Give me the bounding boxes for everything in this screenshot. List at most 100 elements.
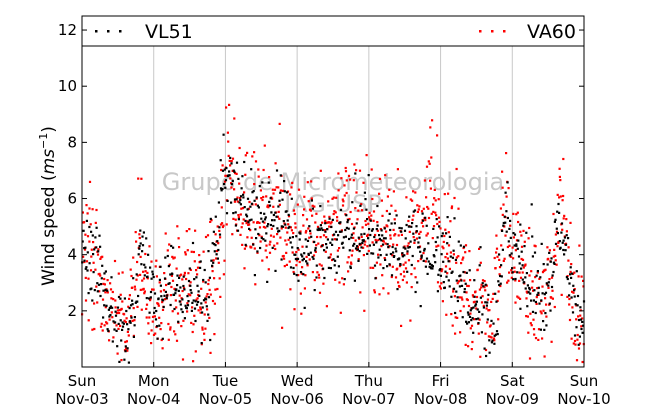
point-va60 — [457, 207, 460, 210]
point-vl51 — [243, 206, 246, 209]
point-va60 — [283, 257, 286, 260]
point-va60 — [154, 265, 157, 268]
point-vl51 — [425, 224, 428, 227]
point-va60 — [291, 251, 294, 254]
point-vl51 — [150, 277, 153, 280]
point-vl51 — [268, 200, 271, 203]
point-va60 — [470, 348, 473, 351]
point-va60 — [238, 146, 241, 150]
point-vl51 — [108, 306, 111, 310]
point-va60 — [149, 299, 152, 302]
point-vl51 — [342, 246, 345, 249]
point-vl51 — [240, 187, 243, 190]
point-va60 — [250, 246, 253, 249]
point-va60 — [498, 258, 501, 261]
point-vl51 — [393, 222, 396, 225]
point-vl51 — [82, 229, 85, 232]
point-vl51 — [431, 267, 434, 270]
point-vl51 — [443, 286, 446, 289]
point-va60 — [178, 294, 181, 297]
point-vl51 — [210, 259, 213, 262]
point-va60 — [329, 253, 332, 256]
point-vl51 — [299, 271, 303, 274]
point-vl51 — [400, 227, 403, 230]
point-vl51 — [479, 246, 482, 249]
point-va60 — [450, 207, 453, 210]
point-vl51 — [571, 272, 574, 275]
point-va60 — [350, 254, 353, 257]
point-va60 — [540, 312, 543, 315]
point-vl51 — [459, 274, 462, 277]
point-va60 — [534, 276, 537, 279]
point-va60 — [358, 169, 362, 172]
point-vl51 — [155, 309, 158, 313]
point-va60 — [167, 338, 170, 341]
point-vl51 — [447, 260, 450, 263]
point-va60 — [416, 210, 419, 213]
point-va60 — [452, 290, 455, 293]
point-va60 — [571, 290, 574, 293]
point-va60 — [567, 259, 570, 262]
point-vl51 — [517, 255, 521, 258]
point-vl51 — [425, 257, 429, 260]
point-vl51 — [245, 213, 248, 216]
point-vl51 — [185, 307, 188, 310]
point-va60 — [311, 271, 314, 274]
point-vl51 — [130, 304, 133, 307]
point-va60 — [257, 168, 260, 171]
point-va60 — [360, 209, 364, 212]
point-va60 — [580, 325, 583, 328]
point-vl51 — [414, 290, 417, 294]
point-vl51 — [485, 354, 488, 358]
point-va60 — [119, 324, 122, 327]
point-vl51 — [378, 234, 381, 237]
point-va60 — [371, 197, 374, 201]
point-vl51 — [85, 266, 88, 269]
point-va60 — [533, 333, 536, 336]
point-va60 — [360, 235, 363, 238]
point-vl51 — [554, 218, 557, 221]
point-vl51 — [218, 233, 222, 236]
point-vl51 — [304, 238, 307, 241]
point-vl51 — [436, 290, 439, 293]
point-vl51 — [196, 284, 199, 287]
point-vl51 — [194, 300, 197, 303]
point-va60 — [116, 352, 119, 355]
point-vl51 — [195, 276, 198, 279]
point-vl51 — [311, 207, 314, 210]
point-vl51 — [381, 243, 385, 246]
point-vl51 — [519, 307, 522, 310]
point-va60 — [560, 293, 563, 296]
point-va60 — [173, 330, 176, 333]
point-vl51 — [551, 274, 554, 277]
point-va60 — [243, 247, 246, 250]
point-va60 — [436, 134, 439, 137]
point-vl51 — [165, 297, 168, 300]
point-vl51 — [121, 321, 124, 324]
point-va60 — [137, 177, 140, 180]
point-vl51 — [403, 254, 406, 257]
point-va60 — [204, 327, 207, 330]
x-tick-label-date-0: Nov-03 — [55, 390, 108, 408]
point-va60 — [254, 203, 257, 206]
point-vl51 — [331, 243, 334, 246]
point-vl51 — [470, 319, 473, 322]
point-vl51 — [548, 251, 551, 254]
point-va60 — [231, 157, 235, 160]
point-va60 — [468, 250, 471, 253]
point-va60 — [553, 305, 556, 309]
point-va60 — [473, 300, 476, 303]
point-vl51 — [154, 318, 158, 321]
point-va60 — [491, 297, 494, 300]
point-vl51 — [126, 347, 129, 350]
point-vl51 — [341, 241, 344, 244]
point-vl51 — [179, 286, 182, 289]
point-vl51 — [205, 305, 208, 308]
point-va60 — [94, 268, 97, 271]
point-vl51 — [260, 236, 263, 240]
point-va60 — [184, 253, 187, 256]
point-va60 — [209, 293, 212, 296]
point-vl51 — [88, 225, 91, 229]
point-vl51 — [205, 298, 208, 301]
point-va60 — [417, 208, 420, 211]
